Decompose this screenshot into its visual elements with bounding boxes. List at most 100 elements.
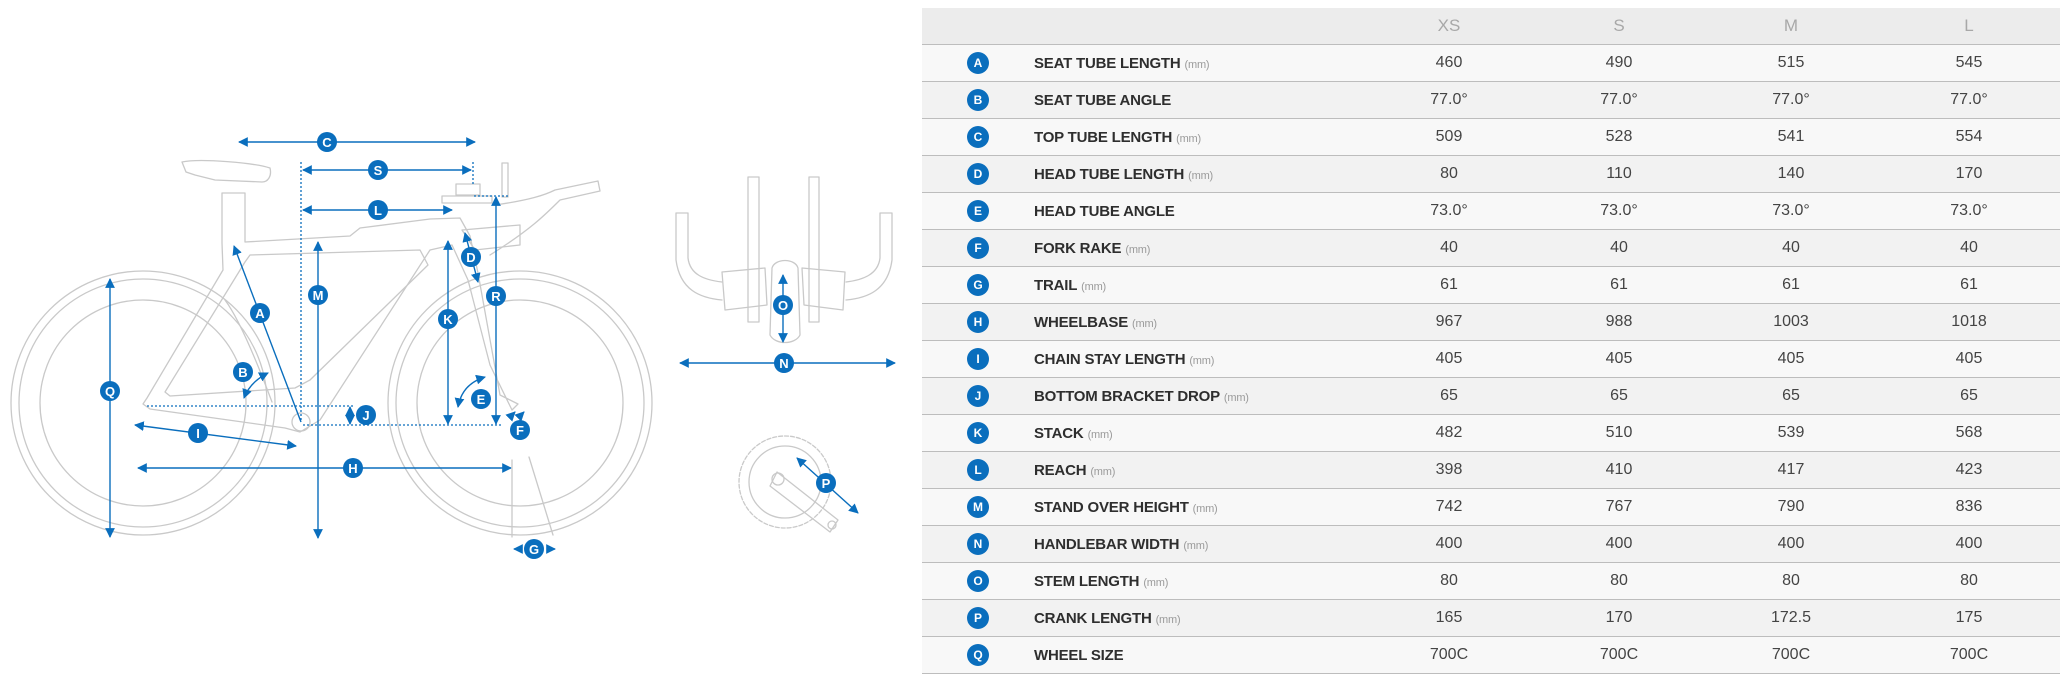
- value-cell-l: 175: [1878, 599, 2060, 637]
- size-header-l: L: [1878, 8, 2060, 45]
- measurement-name: CRANK LENGTH (mm): [1034, 599, 1364, 637]
- table-row: G TRAIL (mm) 61 61 61 61: [922, 266, 2060, 304]
- unit-label: (mm): [1125, 243, 1151, 256]
- dimension-badge-b: B: [233, 362, 253, 382]
- dimension-badge-o: O: [773, 295, 793, 315]
- value-cell-xs: 700C: [1364, 636, 1534, 674]
- value-cell-l: 61: [1878, 266, 2060, 304]
- value-cell-l: 545: [1878, 44, 2060, 82]
- value-cell-s: 410: [1534, 451, 1704, 489]
- value-cell-m: 405: [1704, 340, 1878, 378]
- dimension-badge-s: S: [368, 160, 388, 180]
- table-row: M STAND OVER HEIGHT (mm) 742 767 790 836: [922, 488, 2060, 526]
- measurement-label: HANDLEBAR WIDTH: [1034, 535, 1180, 553]
- badge-circle: [308, 285, 328, 305]
- badge-letter: M: [313, 288, 324, 303]
- value-cell-xs: 165: [1364, 599, 1534, 637]
- badge-circle: [368, 160, 388, 180]
- badge-circle: [317, 132, 337, 152]
- badge-circle: [368, 200, 388, 220]
- dimension-letter-badge: N: [967, 533, 989, 555]
- badge-letter: E: [477, 392, 486, 407]
- dimension-letter-badge: G: [967, 274, 989, 296]
- value-cell-m: 40: [1704, 229, 1878, 267]
- geometry-diagram: A B C D E F G H I J K L M N O P Q R S: [10, 132, 896, 559]
- dimension-letter-badge: L: [967, 459, 989, 481]
- value-cell-xs: 967: [1364, 303, 1534, 341]
- rear-wheel: [10, 270, 276, 536]
- measurement-name: HEAD TUBE LENGTH (mm): [1034, 155, 1364, 193]
- measurement-name: SEAT TUBE LENGTH (mm): [1034, 44, 1364, 82]
- value-cell-xs: 482: [1364, 414, 1534, 452]
- measurement-name: CHAIN STAY LENGTH (mm): [1034, 340, 1364, 378]
- table-row: L REACH (mm) 398 410 417 423: [922, 451, 2060, 489]
- value-cell-l: 170: [1878, 155, 2060, 193]
- dimension-badge-j: J: [356, 405, 376, 425]
- table-row: I CHAIN STAY LENGTH (mm) 405 405 405 405: [922, 340, 2060, 378]
- measurement-name: STACK (mm): [1034, 414, 1364, 452]
- badge-letter: I: [196, 426, 200, 441]
- table-row: F FORK RAKE (mm) 40 40 40 40: [922, 229, 2060, 267]
- letter-cell: Q: [922, 636, 1034, 674]
- value-cell-l: 405: [1878, 340, 2060, 378]
- value-cell-l: 80: [1878, 562, 2060, 600]
- dimension-line-a: [232, 245, 302, 423]
- value-cell-l: 836: [1878, 488, 2060, 526]
- value-cell-l: 40: [1878, 229, 2060, 267]
- value-cell-s: 528: [1534, 118, 1704, 156]
- dimension-line-i: [134, 421, 297, 450]
- measurement-name: WHEELBASE (mm): [1034, 303, 1364, 341]
- size-header-xs: XS: [1364, 8, 1534, 45]
- badge-letter: O: [778, 298, 788, 313]
- dimension-badge-a: A: [250, 303, 270, 323]
- bike-frame: [142, 159, 601, 433]
- badge-letter: R: [491, 289, 501, 304]
- measurement-label: HEAD TUBE ANGLE: [1034, 202, 1175, 220]
- value-cell-l: 77.0°: [1878, 81, 2060, 119]
- badge-letter: Q: [105, 384, 115, 399]
- unit-label: (mm): [1087, 428, 1113, 441]
- value-cell-m: 515: [1704, 44, 1878, 82]
- dimension-badge-n: N: [774, 353, 794, 373]
- badge-circle: [188, 423, 208, 443]
- measurement-name: REACH (mm): [1034, 451, 1364, 489]
- value-cell-xs: 80: [1364, 155, 1534, 193]
- value-cell-s: 400: [1534, 525, 1704, 563]
- letter-cell: C: [922, 118, 1034, 156]
- unit-label: (mm): [1090, 465, 1116, 478]
- badge-letter: S: [374, 163, 383, 178]
- badge-circle: [100, 381, 120, 401]
- badge-circle: [486, 286, 506, 306]
- dimension-mark-f: [514, 411, 525, 422]
- dimension-letter-badge: M: [967, 496, 989, 518]
- letter-cell: E: [922, 192, 1034, 230]
- size-header-s: S: [1534, 8, 1704, 45]
- measurement-label: REACH: [1034, 461, 1087, 479]
- badge-letter: H: [348, 461, 357, 476]
- dimension-letter-badge: J: [967, 385, 989, 407]
- value-cell-s: 65: [1534, 377, 1704, 415]
- value-cell-l: 700C: [1878, 636, 2060, 674]
- value-cell-xs: 460: [1364, 44, 1534, 82]
- value-cell-m: 539: [1704, 414, 1878, 452]
- measurement-label: WHEELBASE: [1034, 313, 1129, 331]
- badge-circle: [250, 303, 270, 323]
- letter-cell: O: [922, 562, 1034, 600]
- dimension-badge-l: L: [368, 200, 388, 220]
- table-row: P CRANK LENGTH (mm) 165 170 172.5 175: [922, 599, 2060, 637]
- value-cell-s: 170: [1534, 599, 1704, 637]
- measurement-label: HEAD TUBE LENGTH: [1034, 165, 1185, 183]
- letter-cell: F: [922, 229, 1034, 267]
- badge-circle: [471, 389, 491, 409]
- letter-cell: B: [922, 81, 1034, 119]
- table-row: N HANDLEBAR WIDTH (mm) 400 400 400 400: [922, 525, 2060, 563]
- badge-circle: [773, 295, 793, 315]
- value-cell-xs: 77.0°: [1364, 81, 1534, 119]
- table-row: O STEM LENGTH (mm) 80 80 80 80: [922, 562, 2060, 600]
- unit-label: (mm): [1192, 502, 1218, 515]
- badge-letter: C: [322, 135, 332, 150]
- letter-cell: G: [922, 266, 1034, 304]
- dimension-letter-badge: F: [967, 237, 989, 259]
- size-header-m: M: [1704, 8, 1878, 45]
- unit-label: (mm): [1081, 280, 1107, 293]
